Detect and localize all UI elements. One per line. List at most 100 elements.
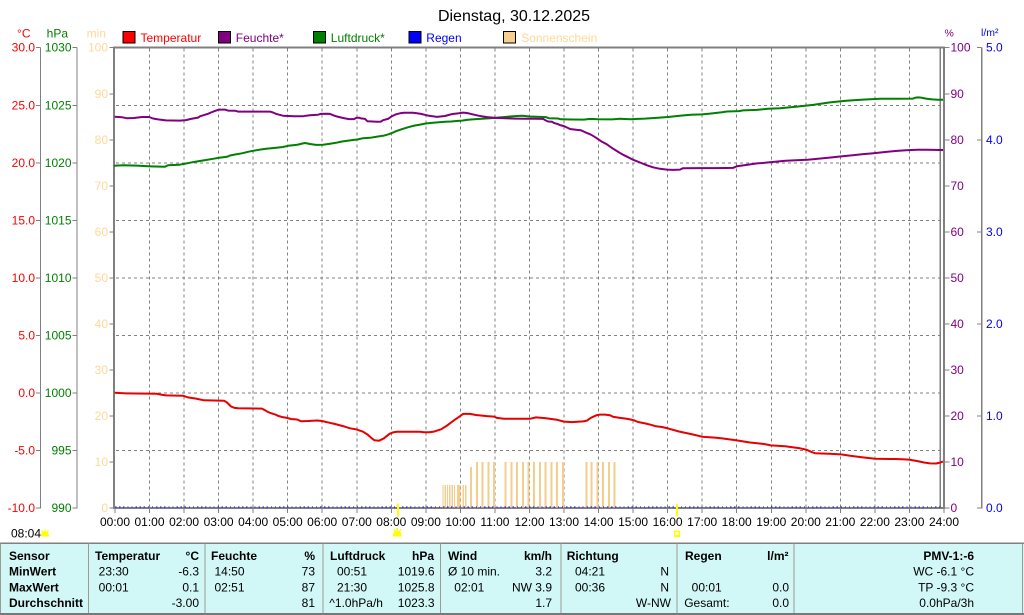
- svg-text:15:00: 15:00: [618, 515, 648, 529]
- svg-text:0.0: 0.0: [772, 596, 789, 610]
- svg-text:Regen: Regen: [685, 549, 722, 563]
- svg-text:PMV-1:-6: PMV-1:-6: [923, 549, 974, 563]
- svg-text:^1.0hPa/h: ^1.0hPa/h: [329, 596, 383, 610]
- svg-text:23:30: 23:30: [99, 565, 129, 579]
- svg-text:20: 20: [95, 409, 109, 423]
- svg-text:90: 90: [95, 87, 109, 101]
- svg-text:90: 90: [951, 87, 965, 101]
- svg-text:Feuchte: Feuchte: [211, 549, 257, 563]
- svg-text:TP -9.3 °C: TP -9.3 °C: [918, 580, 974, 594]
- svg-text:0.0: 0.0: [18, 386, 35, 400]
- svg-text:Feuchte*: Feuchte*: [236, 31, 284, 45]
- svg-text:Ø 10 min.: Ø 10 min.: [448, 565, 500, 579]
- svg-text:08:00: 08:00: [376, 515, 406, 529]
- svg-text:60: 60: [95, 225, 109, 239]
- svg-text:995: 995: [51, 444, 71, 458]
- svg-text:°C: °C: [17, 27, 31, 41]
- svg-text:00:36: 00:36: [575, 580, 605, 594]
- svg-text:1005: 1005: [45, 329, 72, 343]
- svg-text:03:00: 03:00: [204, 515, 234, 529]
- svg-text:°C: °C: [186, 549, 200, 563]
- svg-text:20: 20: [951, 409, 965, 423]
- svg-text:12:00: 12:00: [514, 515, 544, 529]
- svg-text:1030: 1030: [45, 41, 72, 55]
- svg-text:%: %: [945, 28, 954, 40]
- svg-text:17:00: 17:00: [687, 515, 717, 529]
- svg-text:Durchschnitt: Durchschnitt: [9, 596, 83, 610]
- svg-text:30: 30: [951, 363, 965, 377]
- svg-text:N: N: [660, 580, 669, 594]
- svg-text:15.0: 15.0: [12, 213, 36, 227]
- svg-text:05:00: 05:00: [273, 515, 303, 529]
- svg-text:1000: 1000: [45, 386, 72, 400]
- svg-text:07:00: 07:00: [342, 515, 372, 529]
- svg-text:10:00: 10:00: [445, 515, 475, 529]
- svg-text:%: %: [304, 549, 315, 563]
- svg-text:NW 3.9: NW 3.9: [512, 580, 552, 594]
- svg-text:08:04: 08:04: [11, 527, 41, 541]
- svg-text:19:00: 19:00: [756, 515, 786, 529]
- svg-text:30.0: 30.0: [12, 41, 36, 55]
- svg-text:70: 70: [951, 179, 965, 193]
- svg-text:min: min: [87, 27, 106, 41]
- svg-text:5.0: 5.0: [986, 41, 1003, 55]
- svg-text:50: 50: [95, 271, 109, 285]
- svg-text:Sonnenschein: Sonnenschein: [521, 31, 597, 45]
- svg-text:Wind: Wind: [448, 549, 477, 563]
- svg-text:Luftdruck: Luftdruck: [330, 549, 386, 563]
- svg-text:24:00: 24:00: [929, 515, 959, 529]
- svg-text:2.0: 2.0: [986, 317, 1003, 331]
- svg-text:10: 10: [95, 455, 109, 469]
- svg-text:16:00: 16:00: [653, 515, 683, 529]
- svg-text:-3.00: -3.00: [172, 596, 200, 610]
- svg-text:1019.6: 1019.6: [398, 565, 435, 579]
- svg-text:1.7: 1.7: [535, 596, 552, 610]
- svg-text:21:00: 21:00: [825, 515, 855, 529]
- svg-text:40: 40: [95, 317, 109, 331]
- svg-text:1025: 1025: [45, 98, 72, 112]
- svg-text:W-NW: W-NW: [636, 596, 672, 610]
- svg-text:02:01: 02:01: [454, 580, 484, 594]
- svg-text:100: 100: [951, 41, 971, 55]
- svg-text:00:01: 00:01: [692, 580, 722, 594]
- svg-text:Dienstag, 30.12.2025: Dienstag, 30.12.2025: [438, 8, 590, 25]
- svg-text:13:00: 13:00: [549, 515, 579, 529]
- svg-text:04:21: 04:21: [575, 565, 605, 579]
- svg-text:60: 60: [951, 225, 965, 239]
- svg-text:10: 10: [951, 455, 965, 469]
- svg-text:00:01: 00:01: [99, 580, 129, 594]
- svg-text:1.0: 1.0: [986, 409, 1003, 423]
- svg-text:70: 70: [95, 179, 109, 193]
- svg-text:0.0hPa/3h: 0.0hPa/3h: [919, 596, 974, 610]
- svg-text:990: 990: [51, 501, 71, 515]
- svg-text:1015: 1015: [45, 213, 72, 227]
- svg-text:00:51: 00:51: [337, 565, 367, 579]
- svg-text:Gesamt:: Gesamt:: [684, 596, 729, 610]
- svg-text:80: 80: [951, 133, 965, 147]
- svg-text:Luftdruck*: Luftdruck*: [331, 31, 385, 45]
- svg-text:02:51: 02:51: [214, 580, 244, 594]
- svg-text:20:00: 20:00: [791, 515, 821, 529]
- svg-text:87: 87: [302, 580, 316, 594]
- svg-text:1010: 1010: [45, 271, 72, 285]
- svg-text:1020: 1020: [45, 156, 72, 170]
- svg-text:14:50: 14:50: [214, 565, 244, 579]
- svg-text:Temperatur: Temperatur: [141, 31, 202, 45]
- svg-text:04:00: 04:00: [238, 515, 268, 529]
- svg-text:0.1: 0.1: [182, 580, 199, 594]
- svg-text:0.0: 0.0: [986, 501, 1003, 515]
- svg-text:km/h: km/h: [524, 549, 552, 563]
- svg-text:22:00: 22:00: [860, 515, 890, 529]
- svg-text:3.2: 3.2: [535, 565, 552, 579]
- svg-text:14:00: 14:00: [584, 515, 614, 529]
- svg-text:50: 50: [951, 271, 965, 285]
- svg-text:4.0: 4.0: [986, 133, 1003, 147]
- svg-text:100: 100: [88, 41, 108, 55]
- svg-text:02:00: 02:00: [169, 515, 199, 529]
- svg-text:73: 73: [302, 565, 316, 579]
- svg-text:Temperatur: Temperatur: [95, 549, 160, 563]
- svg-text:20.0: 20.0: [12, 156, 36, 170]
- svg-text:WC -6.1 °C: WC -6.1 °C: [913, 565, 974, 579]
- svg-text:06:00: 06:00: [307, 515, 337, 529]
- svg-text:N: N: [660, 565, 669, 579]
